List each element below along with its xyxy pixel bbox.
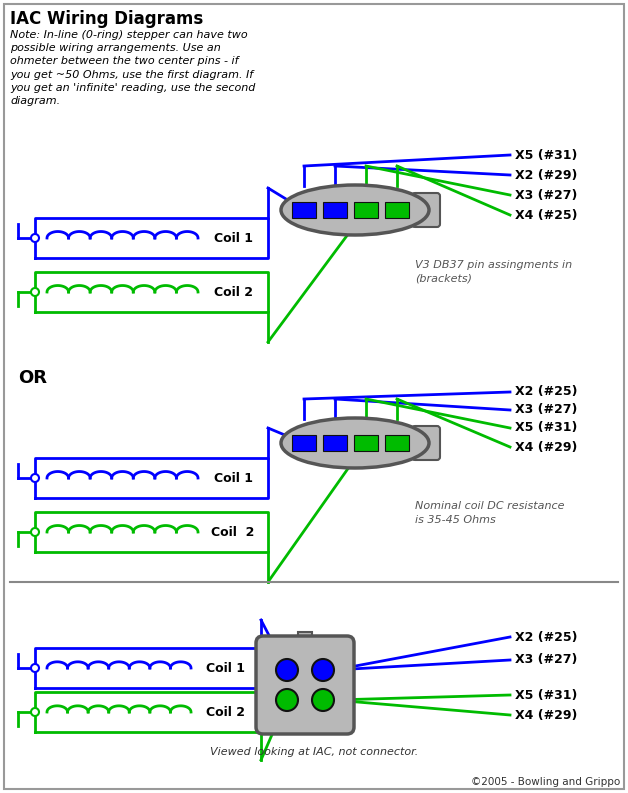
Text: Coil 1: Coil 1 [214, 472, 252, 485]
Text: V3 DB37 pin assingments in
(brackets): V3 DB37 pin assingments in (brackets) [415, 260, 572, 284]
Bar [354, 435, 378, 451]
Bar [385, 435, 409, 451]
Text: X2 (#25): X2 (#25) [515, 385, 578, 399]
Text: Nominal coil DC resistance
is 35-45 Ohms: Nominal coil DC resistance is 35-45 Ohms [415, 501, 565, 525]
Text: Coil 2: Coil 2 [207, 706, 246, 718]
Text: X5 (#31): X5 (#31) [515, 422, 577, 435]
Bar [385, 202, 409, 218]
Text: Coil 1: Coil 1 [214, 232, 252, 244]
Text: X4 (#29): X4 (#29) [515, 440, 577, 454]
Text: X3 (#27): X3 (#27) [515, 404, 577, 416]
Text: IAC Wiring Diagrams: IAC Wiring Diagrams [10, 10, 203, 28]
Bar [354, 202, 378, 218]
Circle shape [276, 689, 298, 711]
Ellipse shape [281, 418, 429, 468]
Circle shape [31, 288, 39, 296]
Text: ©2005 - Bowling and Grippo: ©2005 - Bowling and Grippo [471, 777, 620, 787]
Text: X5 (#31): X5 (#31) [515, 688, 577, 702]
Text: OR: OR [18, 369, 47, 387]
Text: X2 (#25): X2 (#25) [515, 630, 578, 643]
FancyBboxPatch shape [256, 636, 354, 734]
Text: Note: In-line (0-ring) stepper can have two
possible wiring arrangements. Use an: Note: In-line (0-ring) stepper can have … [10, 30, 256, 106]
Text: Coil 1: Coil 1 [207, 661, 246, 675]
Text: X4 (#25): X4 (#25) [515, 209, 578, 221]
Text: X3 (#27): X3 (#27) [515, 653, 577, 666]
Circle shape [31, 664, 39, 672]
Ellipse shape [281, 185, 429, 235]
Bar [323, 435, 347, 451]
Text: X3 (#27): X3 (#27) [515, 189, 577, 201]
Text: X2 (#29): X2 (#29) [515, 168, 577, 182]
Circle shape [312, 689, 334, 711]
Circle shape [276, 659, 298, 681]
Bar [323, 202, 347, 218]
Circle shape [31, 474, 39, 482]
FancyBboxPatch shape [298, 632, 312, 645]
Circle shape [31, 528, 39, 536]
Circle shape [31, 708, 39, 716]
Text: Coil 2: Coil 2 [214, 285, 252, 298]
Bar [292, 202, 316, 218]
FancyBboxPatch shape [412, 426, 440, 460]
Circle shape [312, 659, 334, 681]
Bar [292, 435, 316, 451]
FancyBboxPatch shape [412, 193, 440, 227]
Text: X4 (#29): X4 (#29) [515, 708, 577, 722]
Text: Viewed looking at IAC, not connector.: Viewed looking at IAC, not connector. [210, 747, 418, 757]
Circle shape [31, 234, 39, 242]
Text: Coil  2: Coil 2 [211, 526, 255, 538]
Text: X5 (#31): X5 (#31) [515, 148, 577, 162]
